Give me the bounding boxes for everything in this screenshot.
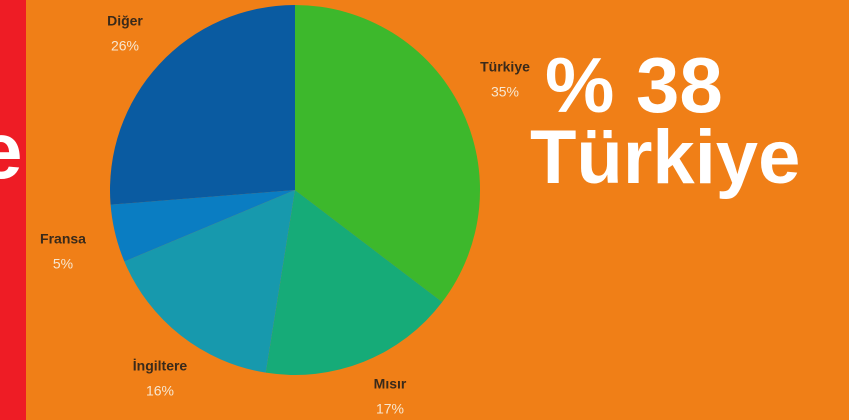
slice-label: Mısır (374, 376, 407, 392)
slice-label: Fransa (40, 231, 86, 247)
pie-slice (295, 5, 480, 303)
pie-slice (265, 190, 443, 376)
slice-value-label: 17% (376, 401, 404, 417)
side-strip (0, 0, 26, 420)
slice-label: Diğer (107, 13, 143, 29)
slice-label: Türkiye (480, 59, 530, 75)
slice-value-label: 26% (111, 38, 139, 54)
slice-value-label: 5% (53, 256, 73, 272)
slice-value-label: 35% (491, 84, 519, 100)
headline-number: % 38 (545, 41, 723, 129)
slice-label: İngiltere (133, 358, 188, 374)
slice-value-label: 16% (146, 383, 174, 399)
pie-slice (110, 190, 295, 262)
pie-slice (124, 190, 295, 373)
headline-country: Türkiye (530, 115, 800, 200)
pie-slice (109, 5, 295, 205)
side-text: e (0, 106, 23, 195)
